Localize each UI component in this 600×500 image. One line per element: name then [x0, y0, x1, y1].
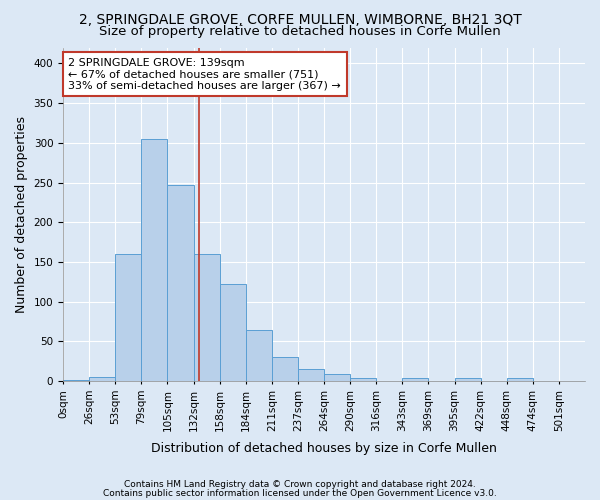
Text: Contains HM Land Registry data © Crown copyright and database right 2024.: Contains HM Land Registry data © Crown c…	[124, 480, 476, 489]
Bar	[350, 378, 376, 381]
Bar	[115, 254, 142, 381]
Bar	[246, 330, 272, 381]
X-axis label: Distribution of detached houses by size in Corfe Mullen: Distribution of detached houses by size …	[151, 442, 497, 455]
Bar	[167, 185, 194, 381]
Bar	[220, 284, 246, 381]
Bar	[272, 358, 298, 381]
Text: 2 SPRINGDALE GROVE: 139sqm
← 67% of detached houses are smaller (751)
33% of sem: 2 SPRINGDALE GROVE: 139sqm ← 67% of deta…	[68, 58, 341, 90]
Bar	[194, 254, 220, 381]
Bar	[63, 380, 89, 381]
Bar	[298, 369, 324, 381]
Bar	[403, 378, 428, 381]
Bar	[507, 378, 533, 381]
Y-axis label: Number of detached properties: Number of detached properties	[15, 116, 28, 313]
Text: Contains public sector information licensed under the Open Government Licence v3: Contains public sector information licen…	[103, 488, 497, 498]
Text: 2, SPRINGDALE GROVE, CORFE MULLEN, WIMBORNE, BH21 3QT: 2, SPRINGDALE GROVE, CORFE MULLEN, WIMBO…	[79, 12, 521, 26]
Text: Size of property relative to detached houses in Corfe Mullen: Size of property relative to detached ho…	[99, 25, 501, 38]
Bar	[142, 139, 167, 381]
Bar	[455, 378, 481, 381]
Bar	[89, 377, 115, 381]
Bar	[324, 374, 350, 381]
